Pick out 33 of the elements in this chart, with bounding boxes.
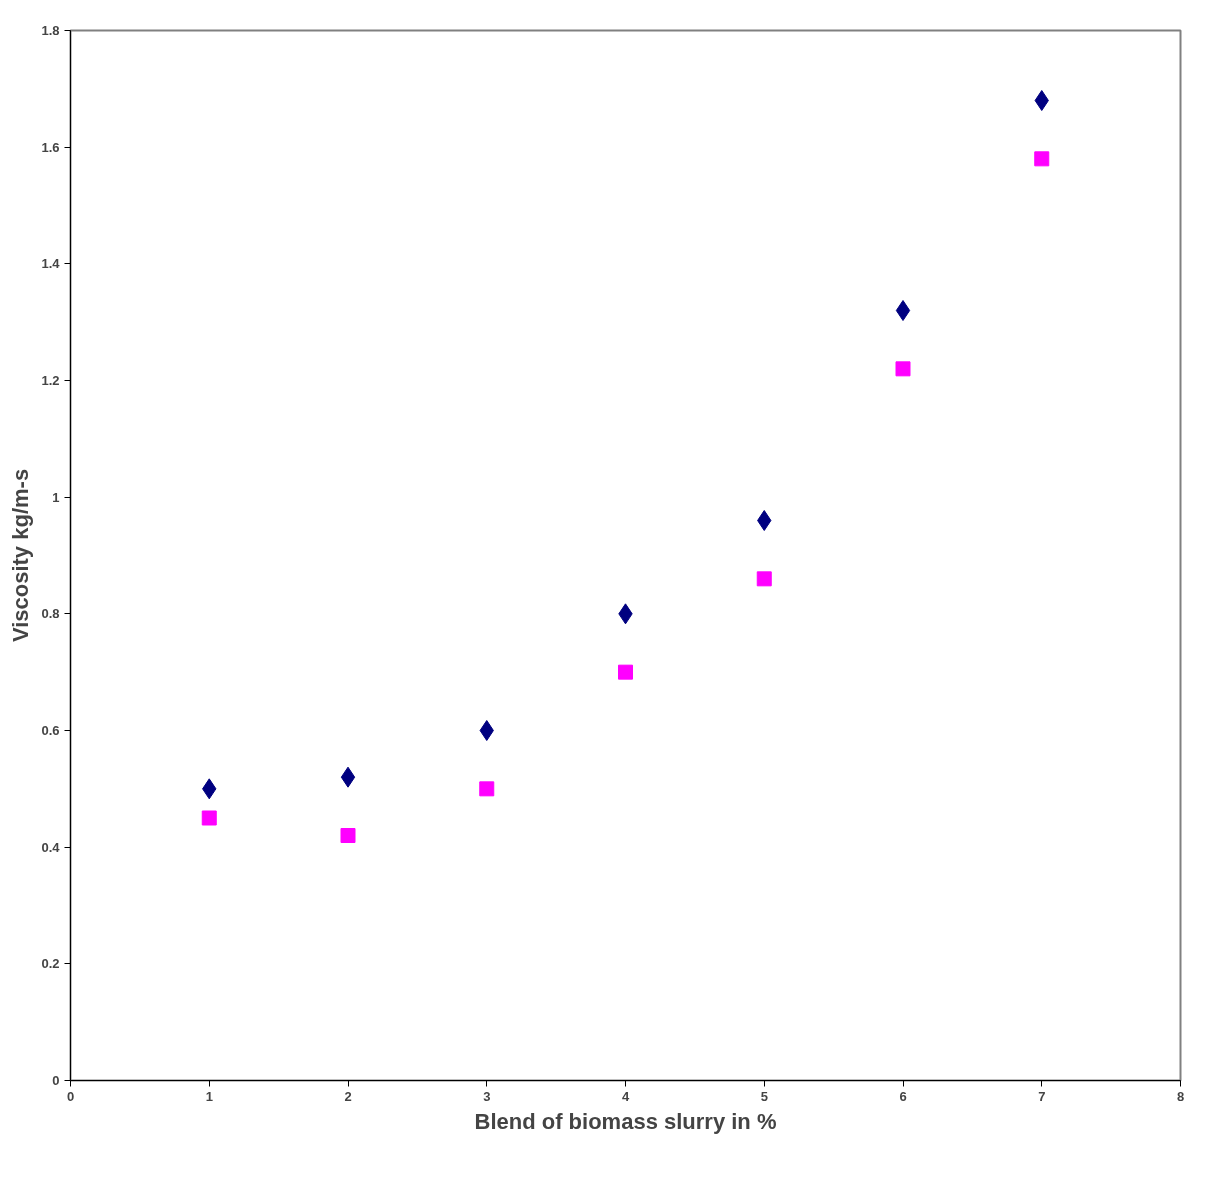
x-tick-label: 1 [205,1088,213,1104]
y-tick-label: 1.6 [41,139,60,155]
x-tick-label: 3 [483,1088,491,1104]
point [1034,90,1049,111]
y-tick-label: 0.2 [41,956,60,972]
point [895,361,911,377]
point [1034,151,1050,167]
y-tick-label: 0.6 [41,723,60,738]
point [201,810,217,826]
point [479,781,495,797]
x-tick-label: 2 [344,1088,352,1104]
point [479,720,494,741]
y-tick-label: 1 [52,489,60,505]
y-tick-label: 1.4 [41,256,61,272]
point [756,571,772,587]
x-axis-title: Blend of biomass slurry in % [474,1108,777,1134]
point [340,828,356,843]
x-tick-label: 7 [1038,1088,1046,1104]
y-axis-title: Viscosity kg/m-s [8,468,34,643]
x-tick-label: 5 [760,1088,768,1104]
x-tick-label: 4 [621,1088,630,1104]
point [757,510,772,531]
x-tick-label: 8 [1176,1088,1185,1104]
point [340,766,356,788]
point [618,664,633,680]
y-tick-label: 0.8 [41,606,60,622]
x-tick-label: 6 [899,1088,907,1104]
y-tick-label: 0.4 [41,839,61,855]
point [895,300,911,321]
y-tick-label: 0 [52,1073,60,1088]
x-tick-label: 0 [66,1088,75,1104]
y-tick-label: 1.8 [41,23,60,38]
y-tick-label: 1.2 [41,373,60,388]
